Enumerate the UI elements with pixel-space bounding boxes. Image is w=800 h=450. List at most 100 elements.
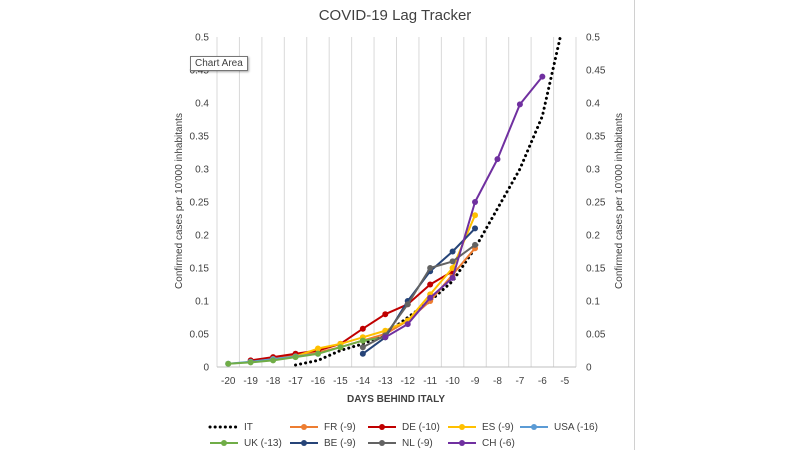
- legend-item: ES (-9): [448, 422, 514, 433]
- data-point: [337, 344, 344, 351]
- y-axis-right-title: Confirmed cases per 10'000 inhabitants: [614, 113, 625, 289]
- x-tick-label: -20: [221, 376, 236, 387]
- page-edge-divider: [634, 0, 635, 450]
- legend-marker: [221, 440, 227, 446]
- x-tick-label: -19: [243, 376, 258, 387]
- y-tick-label-left: 0.45: [190, 66, 210, 77]
- x-axis-title: DAYS BEHIND ITALY: [347, 394, 445, 405]
- x-tick-label: -13: [378, 376, 393, 387]
- x-tick-label: -10: [445, 376, 460, 387]
- y-tick-label-right: 0.3: [586, 165, 600, 176]
- legend-label: CH (-6): [482, 438, 515, 449]
- y-tick-label-right: 0.45: [586, 66, 606, 77]
- legend-label: ES (-9): [482, 422, 514, 433]
- data-point: [225, 360, 232, 367]
- legend-label: UK (-13): [244, 438, 282, 449]
- legend-marker: [459, 440, 465, 446]
- legend-label: FR (-9): [324, 422, 356, 433]
- data-point: [382, 311, 389, 318]
- legend-item: NL (-9): [368, 438, 433, 449]
- x-tick-label: -18: [266, 376, 281, 387]
- y-tick-label-right: 0.5: [586, 33, 600, 44]
- x-tick-label: -8: [493, 376, 502, 387]
- y-tick-label-left: 0.35: [190, 132, 210, 143]
- data-point: [404, 301, 411, 308]
- data-point: [404, 321, 411, 328]
- series-layer: [225, 35, 562, 367]
- legend-label: NL (-9): [402, 438, 433, 449]
- data-point: [270, 357, 277, 364]
- x-tick-label: -9: [471, 376, 480, 387]
- y-tick-label-right: 0.2: [586, 231, 600, 242]
- data-point: [449, 248, 456, 255]
- legend-marker: [379, 440, 385, 446]
- legend-item: BE (-9): [290, 438, 356, 449]
- legend-item: IT: [208, 422, 253, 433]
- x-tick-label: -12: [400, 376, 415, 387]
- data-point: [494, 156, 501, 163]
- y-tick-label-right: 0: [586, 363, 592, 374]
- y-tick-label-right: 0.15: [586, 264, 606, 275]
- data-point: [472, 212, 479, 219]
- y-tick-label-left: 0.4: [195, 99, 209, 110]
- legend-item: USA (-16): [520, 422, 598, 433]
- x-tick-label: -14: [356, 376, 371, 387]
- x-tick-label: -15: [333, 376, 348, 387]
- y-tick-label-left: 0.3: [195, 165, 209, 176]
- legend-marker: [531, 424, 537, 430]
- data-point: [359, 337, 366, 344]
- legend: IT FR (-9) DE (-10) ES (-9) USA (-16) UK (-13…: [208, 422, 598, 449]
- chart-area-tooltip: Chart Area: [190, 56, 248, 71]
- data-point: [247, 359, 254, 366]
- legend-item: UK (-13): [210, 438, 282, 449]
- series-ch: [382, 73, 546, 341]
- legend-item: DE (-10): [368, 422, 440, 433]
- series-it: [294, 35, 562, 367]
- legend-marker: [459, 424, 465, 430]
- series-line: [250, 270, 454, 362]
- y-tick-label-left: 0.2: [195, 231, 209, 242]
- data-point: [449, 274, 456, 281]
- data-point: [539, 73, 546, 80]
- series-line: [294, 35, 562, 367]
- data-point: [382, 334, 389, 341]
- x-tick-label: -6: [538, 376, 547, 387]
- y-tick-label-left: 0.25: [190, 198, 210, 209]
- data-point: [359, 344, 366, 351]
- data-point: [314, 350, 321, 357]
- x-tick-label: -5: [560, 376, 569, 387]
- y-tick-label-left: 0.1: [195, 297, 209, 308]
- legend-item: FR (-9): [290, 422, 356, 433]
- legend-item: CH (-6): [448, 438, 515, 449]
- y-tick-label-right: 0.1: [586, 297, 600, 308]
- x-tick-label: -7: [515, 376, 524, 387]
- legend-label: DE (-10): [402, 422, 440, 433]
- y-tick-label-right: 0.05: [586, 330, 606, 341]
- y-tick-label-right: 0.4: [586, 99, 600, 110]
- data-point: [427, 294, 434, 301]
- data-point: [472, 241, 479, 248]
- legend-marker: [379, 424, 385, 430]
- data-point: [516, 101, 523, 108]
- x-tick-label: -17: [288, 376, 303, 387]
- legend-marker: [301, 424, 307, 430]
- data-point: [359, 325, 366, 332]
- y-axis-left-title: Confirmed cases per 10'000 inhabitants: [174, 113, 185, 289]
- y-tick-label-right: 0.35: [586, 132, 606, 143]
- data-point: [427, 281, 434, 288]
- data-point: [449, 258, 456, 265]
- data-point: [314, 345, 321, 352]
- series-line: [384, 75, 544, 339]
- legend-marker: [301, 440, 307, 446]
- legend-label: BE (-9): [324, 438, 356, 449]
- series-line: [272, 214, 476, 361]
- series-uk: [225, 334, 389, 367]
- data-point: [427, 265, 434, 271]
- legend-label: USA (-16): [554, 422, 598, 433]
- series-line: [228, 336, 386, 365]
- legend-label: IT: [244, 422, 253, 433]
- y-tick-label-right: 0.25: [586, 198, 606, 209]
- x-tick-label: -11: [423, 376, 437, 387]
- axes: -20 -19 -18 -17 -16 -15 -14 -13 -12 -11 -10 -9 -8 -7 -…: [190, 33, 606, 388]
